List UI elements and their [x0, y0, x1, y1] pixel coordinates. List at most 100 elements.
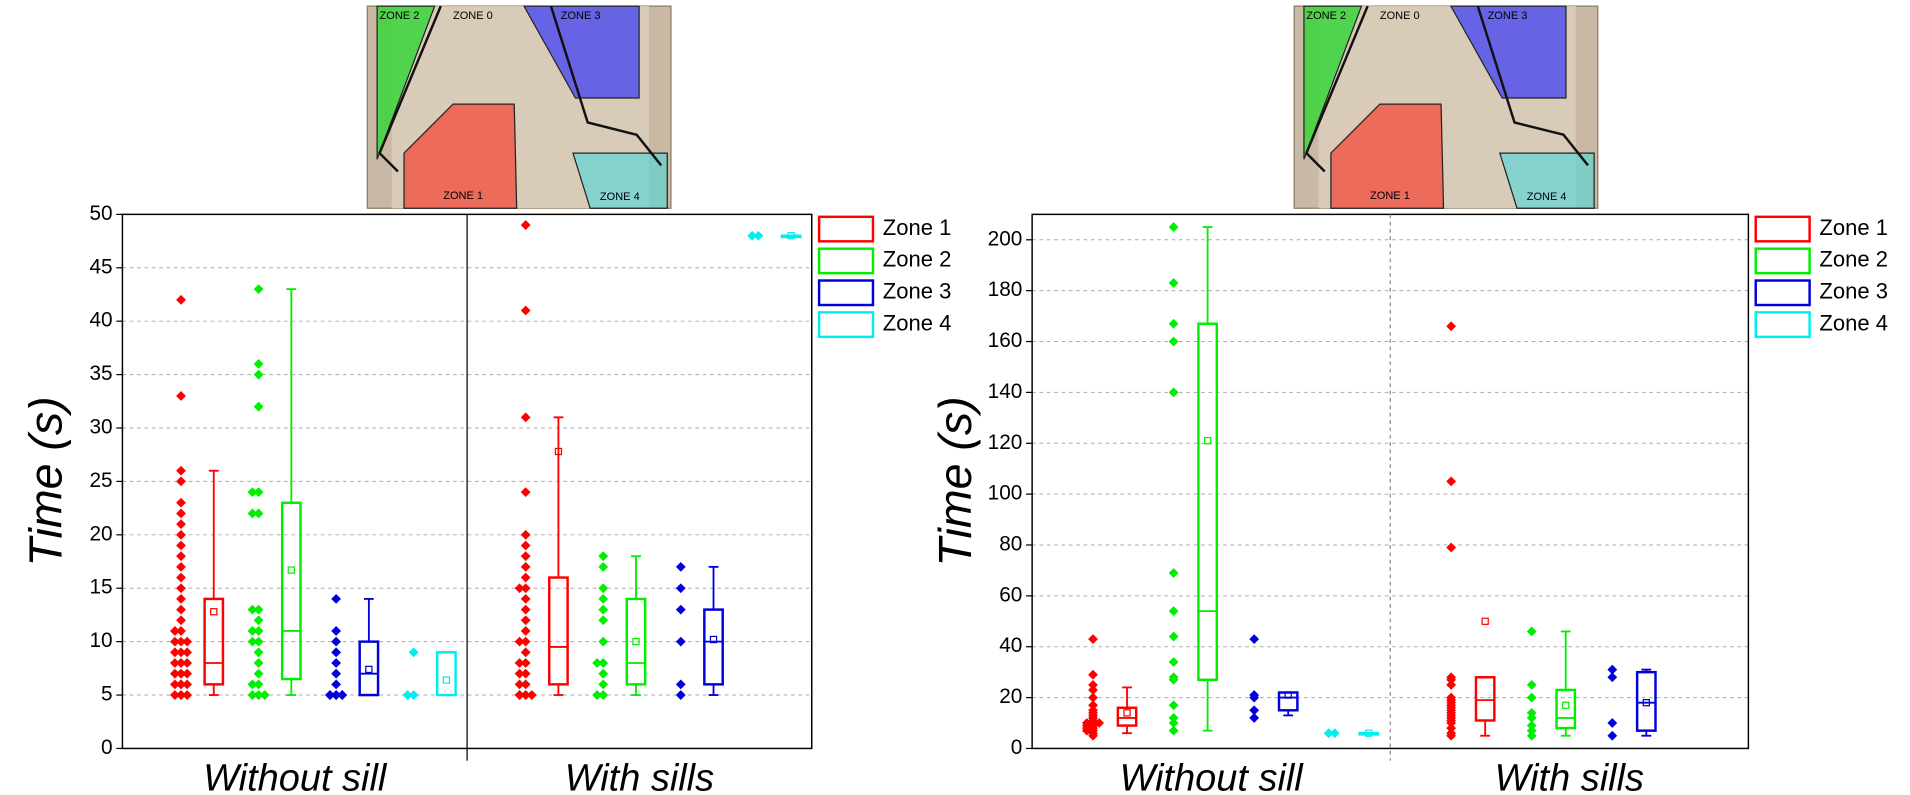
- y-tick-label: 0: [1011, 736, 1023, 759]
- data-point: [598, 636, 609, 647]
- zone-label: ZONE 1: [443, 190, 483, 202]
- data-point: [520, 668, 531, 679]
- data-point: [1249, 705, 1260, 716]
- legend-swatch: [817, 311, 875, 339]
- data-point: [598, 668, 609, 679]
- data-point: [514, 583, 525, 594]
- data-point: [1168, 657, 1179, 667]
- legend-label: Zone 2: [883, 247, 952, 272]
- data-point: [1168, 387, 1179, 398]
- y-tick-label: 10: [90, 629, 113, 652]
- y-tick-label: 40: [999, 634, 1022, 657]
- zone-4-area: [572, 152, 668, 209]
- data-point: [176, 615, 186, 626]
- data-point: [1088, 679, 1098, 690]
- zone-photo: ZONE 2 ZONE 0 ZONE 3 ZONE 1 ZONE 4: [366, 5, 672, 209]
- data-point: [176, 540, 186, 551]
- box: [703, 608, 724, 686]
- data-point: [1526, 730, 1537, 741]
- mean-marker: [554, 447, 563, 456]
- data-point: [1526, 720, 1537, 731]
- data-point: [331, 679, 342, 690]
- mean-marker: [709, 635, 718, 644]
- data-point: [253, 615, 264, 626]
- data-point: [1607, 664, 1618, 675]
- box: [1635, 670, 1657, 732]
- data-point: [337, 690, 348, 700]
- data-point: [1526, 626, 1537, 637]
- y-tick-label: 160: [988, 329, 1023, 352]
- data-point: [520, 690, 531, 700]
- data-point: [1168, 318, 1179, 329]
- data-point: [176, 668, 186, 679]
- zone-2-area: [376, 5, 436, 160]
- data-point: [598, 615, 609, 626]
- data-point: [520, 220, 531, 230]
- data-point: [675, 583, 686, 594]
- mean-marker: [365, 665, 373, 674]
- data-point: [247, 604, 258, 615]
- data-point: [170, 690, 180, 700]
- data-point: [598, 679, 609, 690]
- mean-marker: [287, 566, 295, 574]
- data-point: [753, 230, 764, 241]
- data-point: [170, 668, 180, 679]
- legend-swatch: [817, 247, 875, 275]
- data-point: [1168, 336, 1179, 347]
- data-point: [520, 561, 531, 572]
- data-point: [1168, 631, 1179, 642]
- data-point: [331, 594, 342, 604]
- data-point: [520, 540, 531, 551]
- y-tick-label: 35: [90, 362, 113, 385]
- data-point: [408, 690, 419, 700]
- data-point: [675, 604, 686, 615]
- data-point: [170, 647, 180, 658]
- wall: [1304, 5, 1369, 173]
- data-point: [592, 690, 603, 700]
- data-point: [253, 690, 264, 700]
- data-point: [170, 636, 180, 647]
- y-tick-label: 120: [988, 431, 1023, 454]
- data-point: [176, 508, 186, 519]
- y-tick-label: 0: [101, 736, 113, 759]
- data-point: [1168, 700, 1179, 711]
- data-point: [247, 679, 258, 690]
- zone-label: ZONE 4: [600, 191, 640, 203]
- data-point: [176, 391, 186, 401]
- data-point: [1526, 692, 1537, 703]
- data-point: [176, 476, 186, 487]
- data-point: [253, 647, 264, 658]
- box: [548, 576, 569, 686]
- box: [1474, 676, 1496, 722]
- legend-swatch: [1754, 247, 1811, 275]
- box: [625, 597, 647, 686]
- data-point: [675, 561, 686, 572]
- data-point: [1249, 690, 1260, 700]
- zone-label: ZONE 3: [561, 10, 601, 22]
- data-point: [176, 604, 186, 615]
- y-axis-label: Time (s): [929, 396, 981, 566]
- data-point: [598, 658, 609, 668]
- data-point: [253, 359, 264, 369]
- data-point: [1168, 713, 1179, 723]
- y-tick-label: 5: [101, 683, 113, 706]
- y-tick-label: 30: [90, 415, 113, 438]
- data-point: [520, 583, 531, 594]
- legend-label: Zone 1: [883, 215, 952, 240]
- mean-marker: [1562, 701, 1570, 709]
- wall: [1476, 5, 1589, 167]
- data-point: [253, 369, 264, 380]
- mean-marker: [1642, 698, 1650, 707]
- zone-label: ZONE 0: [453, 10, 493, 22]
- wall: [378, 5, 442, 173]
- data-point: [598, 604, 609, 615]
- y-tick-label: 25: [90, 469, 113, 492]
- data-point: [170, 626, 180, 636]
- box: [1197, 322, 1219, 682]
- data-point: [592, 658, 603, 668]
- data-point: [520, 594, 531, 604]
- data-point: [253, 668, 264, 679]
- data-point: [253, 658, 264, 668]
- mean-marker: [1481, 617, 1489, 625]
